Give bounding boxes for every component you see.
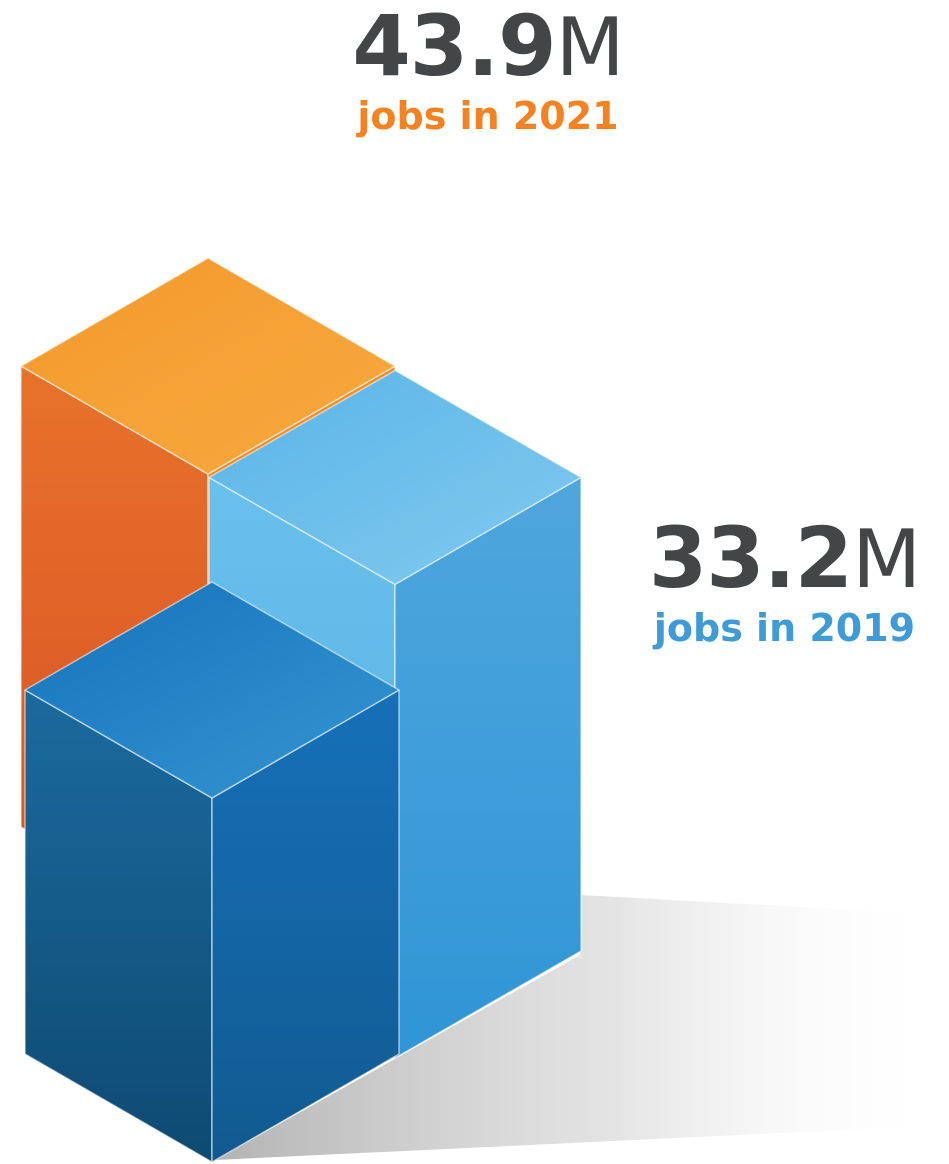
stat-2019-number: 33.2 <box>649 509 852 607</box>
stat-2021-value: 43.9M <box>318 0 658 94</box>
stat-2021-label: jobs in 2021 <box>318 94 658 138</box>
stat-2021: 43.9M jobs in 2021 <box>318 0 658 138</box>
stat-2019-label: jobs in 2019 <box>620 606 949 650</box>
stat-2019-unit: M <box>852 513 920 606</box>
stat-2019: 33.2M jobs in 2019 <box>620 512 949 650</box>
stat-2019-value: 33.2M <box>620 512 949 606</box>
stat-2021-unit: M <box>556 1 624 94</box>
stat-2021-number: 43.9 <box>352 0 555 95</box>
